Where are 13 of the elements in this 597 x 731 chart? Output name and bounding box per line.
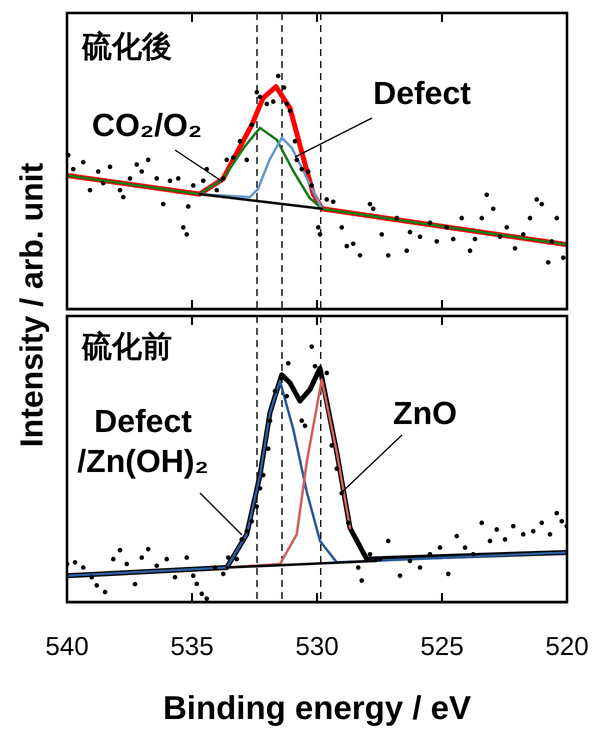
x-tick-label: 525 bbox=[420, 630, 464, 661]
x-tick-label: 540 bbox=[45, 630, 89, 661]
x-tick-label: 530 bbox=[295, 630, 339, 661]
annotation: Defect /Zn(OH)₂ bbox=[77, 402, 209, 479]
annotation: ZnO bbox=[393, 394, 457, 431]
x-tick-label: 520 bbox=[545, 630, 589, 661]
annotation: 硫化前 bbox=[81, 329, 172, 364]
y-axis-title: Intensity / arb. unit bbox=[14, 162, 50, 448]
x-tick-label: 535 bbox=[170, 630, 214, 661]
annotation: Defect bbox=[373, 74, 472, 111]
annotation: CO₂/O₂ bbox=[92, 106, 202, 143]
text: 硫化後 bbox=[81, 29, 172, 64]
x-axis-title: Binding energy / eV bbox=[162, 689, 472, 727]
